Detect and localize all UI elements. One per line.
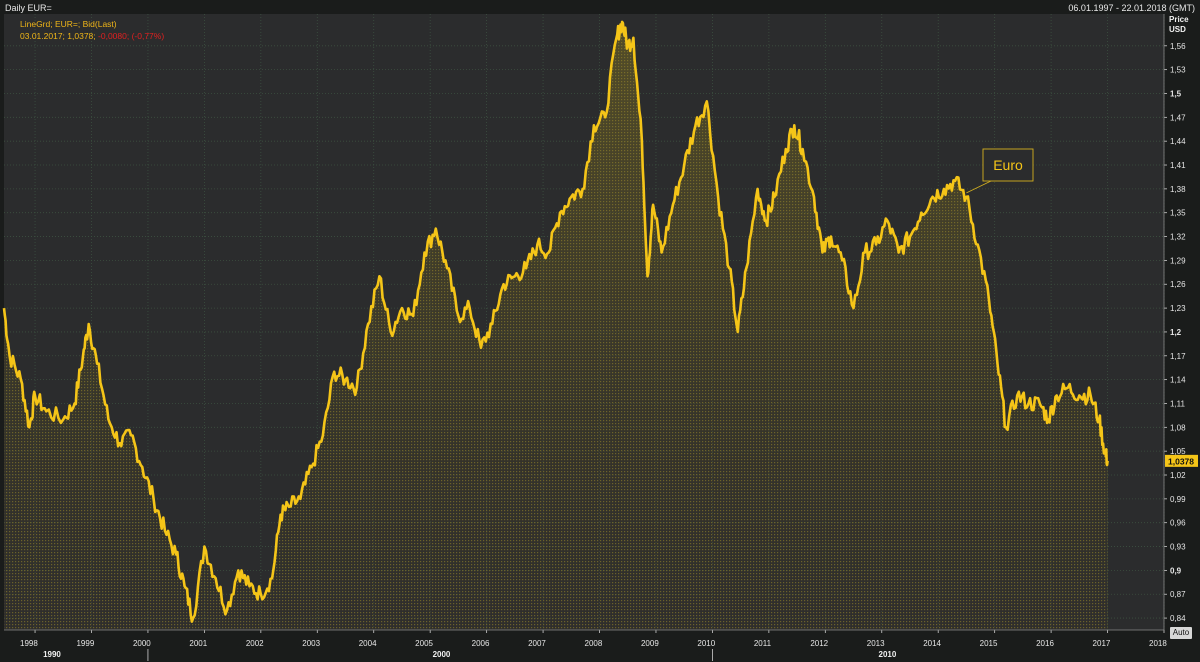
decade-label: 2000 xyxy=(433,650,451,659)
x-tick-label: 2009 xyxy=(641,639,659,648)
y-tick-label: 0,96 xyxy=(1170,519,1186,528)
y-tick-label: 1,47 xyxy=(1170,113,1186,122)
last-value-tag xyxy=(1165,454,1198,467)
y-tick-label: 0,93 xyxy=(1170,543,1186,552)
series-line xyxy=(2,20,1109,623)
y-tick-label: 1,08 xyxy=(1170,423,1186,432)
y-tick-label: 1,02 xyxy=(1170,471,1186,480)
y-tick-label: 1,32 xyxy=(1170,233,1186,242)
y-tick-label: 0,9 xyxy=(1170,566,1182,575)
y-tick-label: 1,26 xyxy=(1170,280,1186,289)
auto-scale-button[interactable]: Auto xyxy=(1170,627,1192,639)
decade-label: 2010 xyxy=(879,650,897,659)
chart-title: Daily EUR= xyxy=(5,3,52,13)
date-range: 06.01.1997 - 22.01.2018 (GMT) xyxy=(1068,3,1195,13)
x-tick-label: 2018 xyxy=(1149,639,1167,648)
legend-value: 1,0378; xyxy=(67,31,96,41)
y-tick-label: 1,35 xyxy=(1170,209,1186,218)
last-value-label: 1,0378 xyxy=(1168,456,1194,466)
annotation-label: Euro xyxy=(993,157,1023,173)
x-tick-label: 2001 xyxy=(189,639,207,648)
y-tick-label: 1,29 xyxy=(1170,256,1186,265)
area-layer: Euro xyxy=(2,20,1109,630)
last-value-legend: 03.01.2017; 1,0378; -0,0080; (-0,77%) xyxy=(20,31,164,41)
annotation-leader xyxy=(966,180,992,194)
x-tick-label: 1998 xyxy=(20,639,38,648)
x-tick-label: 2015 xyxy=(980,639,998,648)
series-area-dots xyxy=(4,21,1108,630)
x-tick-label: 2008 xyxy=(585,639,603,648)
x-tick-label: 2005 xyxy=(415,639,433,648)
legend-date: 03.01.2017; xyxy=(20,31,65,41)
y-tick-label: 1,11 xyxy=(1170,399,1186,408)
y-tick-label: 1,56 xyxy=(1170,42,1186,51)
y-tick-label: 1,5 xyxy=(1170,89,1182,98)
x-tick-label: 2016 xyxy=(1036,639,1054,648)
x-tick-label: 2014 xyxy=(923,639,941,648)
x-tick-label: 2000 xyxy=(133,639,151,648)
y-tick-label: 1,2 xyxy=(1170,328,1182,337)
x-tick-label: 2002 xyxy=(246,639,264,648)
x-tick-label: 2013 xyxy=(867,639,885,648)
x-tick-label: 2006 xyxy=(472,639,490,648)
x-tick-label: 2012 xyxy=(810,639,828,648)
y-axis-title-price: Price xyxy=(1169,15,1189,24)
y-tick-label: 0,99 xyxy=(1170,495,1186,504)
legend-change: -0,0080; (-0,77%) xyxy=(98,31,165,41)
x-tick-label: 2011 xyxy=(754,639,772,648)
x-tick-label: 2017 xyxy=(1093,639,1111,648)
y-tick-label: 1,53 xyxy=(1170,66,1186,75)
y-tick-label: 1,38 xyxy=(1170,185,1186,194)
axis-layer: 1,56 1,53 1,5 1,47 1,44 1,41 1,38 1,35 1,32 1,29 1… xyxy=(4,14,1198,661)
y-tick-label: 1,23 xyxy=(1170,304,1186,313)
y-tick-label: 0,84 xyxy=(1170,614,1186,623)
decade-label: 1990 xyxy=(43,650,61,659)
y-tick-label: 1,14 xyxy=(1170,376,1186,385)
y-tick-label: 0,87 xyxy=(1170,590,1186,599)
series-legend: LineGrd; EUR=; Bid(Last) xyxy=(20,19,117,29)
annotation-box xyxy=(982,148,1034,182)
x-tick-label: 2010 xyxy=(697,639,715,648)
x-tick-label: 2004 xyxy=(359,639,377,648)
x-tick-label: 2007 xyxy=(528,639,546,648)
y-tick-label: 1,17 xyxy=(1170,352,1186,361)
y-axis-title-currency: USD xyxy=(1169,25,1186,34)
x-tick-label: 2003 xyxy=(302,639,320,648)
y-tick-label: 1,44 xyxy=(1170,137,1186,146)
y-tick-label: 1,05 xyxy=(1170,447,1186,456)
y-axis-title: Price USD xyxy=(1169,15,1189,35)
x-tick-label: 1999 xyxy=(76,639,94,648)
y-tick-label: 1,41 xyxy=(1170,161,1186,170)
